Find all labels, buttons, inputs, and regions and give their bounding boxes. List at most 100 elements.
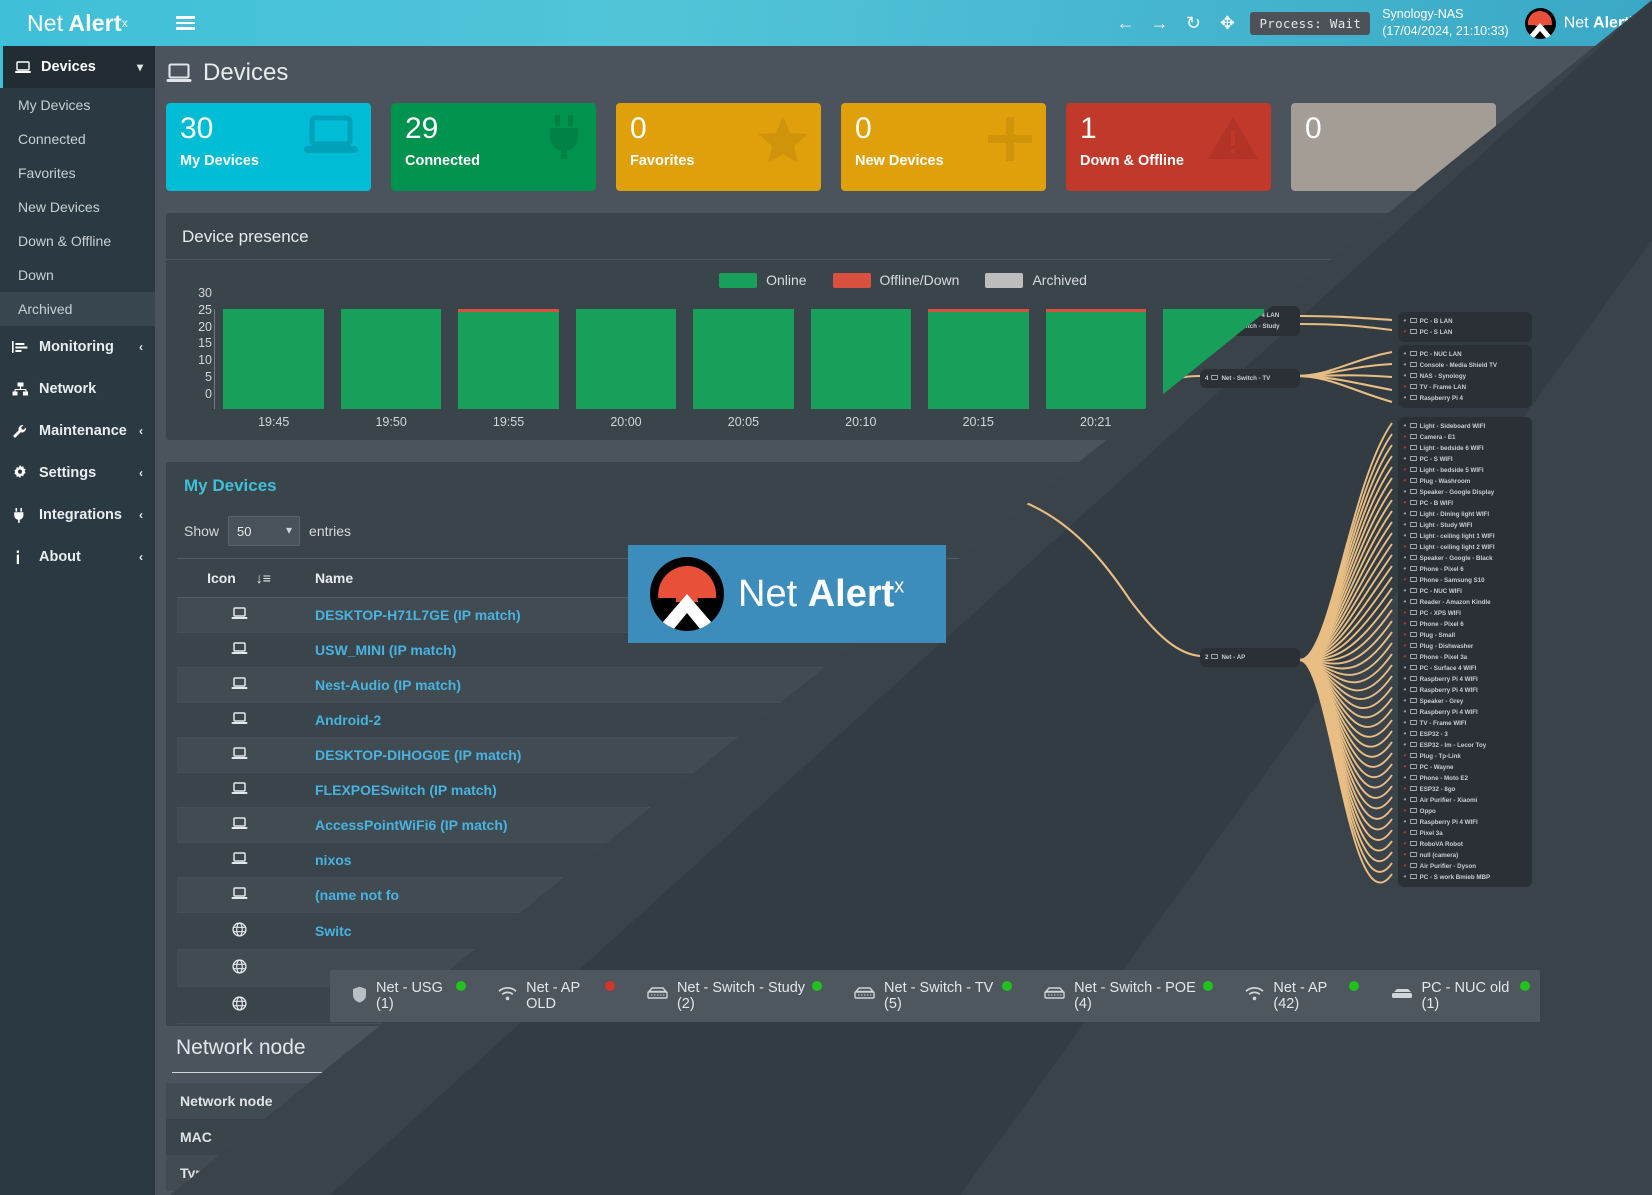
sidebar-item-favorites[interactable]: Favorites (18, 165, 76, 181)
device-name-link[interactable]: Android-2 (315, 712, 382, 728)
device-name-link[interactable]: (name not fo (315, 887, 399, 903)
app-logo-right[interactable]: Net Alertx (1524, 7, 1648, 39)
chart-bar[interactable] (1273, 309, 1390, 409)
sidebar-item-my-devices[interactable]: My Devices (18, 97, 91, 113)
chart-bar[interactable] (685, 309, 802, 409)
switch-icon (854, 987, 875, 1005)
chart-bar[interactable] (1155, 309, 1272, 409)
chart-bar[interactable] (803, 309, 920, 409)
chart-bar[interactable] (215, 309, 332, 409)
page-size-select[interactable]: 50 (228, 516, 301, 546)
show-label: Show (184, 523, 220, 539)
node-tab[interactable]: Net - Switch - POE (4) (1022, 970, 1223, 1022)
sidebar-item-down[interactable]: Down (18, 267, 54, 283)
stat-card-down-offline[interactable]: 1 Down & Offline (1066, 103, 1271, 191)
device-name-link[interactable]: AccessPointWiFi6 (IP match) (315, 817, 508, 833)
device-name-link[interactable]: nixos (315, 852, 352, 868)
device-name-link[interactable]: Nest-Audio (IP match) (315, 677, 461, 693)
sidebar-item-devices[interactable]: Devices ▾ (0, 46, 155, 88)
node-tab[interactable]: Net - AP (42) (1223, 970, 1368, 1022)
process-status-badge: Process: Wait (1250, 11, 1371, 35)
brand-sup: x (121, 16, 128, 30)
node-tab-label: Net - AP (42) (1273, 980, 1328, 1012)
device-name-cell: FLEXPOESwitch (IP match) (301, 772, 1647, 808)
chart-legend: Online Offline/Down Archived (182, 268, 1624, 294)
stat-card-new-devices[interactable]: 0 New Devices (841, 103, 1046, 191)
chart-bar[interactable] (568, 309, 685, 409)
sidebar-item-monitoring[interactable]: Monitoring ‹ (0, 326, 155, 368)
sidebar-network-label: Network (39, 381, 97, 397)
column-header-name[interactable]: Name (301, 558, 1647, 598)
refresh-icon[interactable]: ↻ (1185, 12, 1201, 33)
sidebar-item-network[interactable]: Network (0, 368, 155, 410)
stat-card-my-devices[interactable]: 30 My Devices (166, 103, 371, 191)
device-name-link[interactable]: USW_MINI (IP match) (315, 642, 457, 658)
move-icon[interactable]: ✥ (1219, 12, 1235, 33)
node-tab[interactable]: PC - NUC old (1) (1369, 970, 1540, 1022)
menu-toggle-icon[interactable] (171, 13, 199, 32)
laptop-icon (177, 632, 301, 668)
network-node-tabs: Net - USG (1) Net - AP OLD Net - Switch - … (330, 970, 1540, 1022)
sidebar-item-connected[interactable]: Connected (18, 131, 86, 147)
status-badge (1002, 981, 1013, 991)
device-name-link[interactable]: FLEXPOESwitch (IP match) (315, 782, 497, 798)
chevron-down-icon: ▾ (136, 60, 143, 74)
legend-swatch-archived (985, 272, 1024, 288)
sidebar-item-about[interactable]: About ‹ (0, 536, 155, 578)
tab-my-devices[interactable]: My Devices (184, 476, 277, 495)
sidebar-item-new-devices[interactable]: New Devices (18, 199, 100, 215)
y-tick: 20 (198, 319, 212, 334)
chart-bar[interactable] (333, 309, 450, 409)
chart-bar[interactable] (920, 309, 1037, 409)
sidebar-item-down-offline[interactable]: Down & Offline (18, 233, 112, 249)
table-row[interactable]: Nest-Audio (IP match) (177, 667, 1647, 703)
table-row[interactable]: Switc (177, 912, 1647, 950)
stat-card-archived[interactable]: 0 (1291, 103, 1496, 191)
table-row[interactable]: AccessPointWiFi6 (IP match) (177, 807, 1647, 843)
sort-icon[interactable]: ↓≡ (255, 570, 271, 586)
forward-arrow-icon[interactable]: → (1150, 12, 1169, 33)
sidebar-item-maintenance[interactable]: Maintenance ‹ (0, 410, 155, 452)
chart-bar[interactable] (450, 309, 567, 409)
bar-segment-online (1398, 312, 1499, 409)
legend-item-archived[interactable]: Archived (985, 272, 1087, 288)
table-row[interactable]: (name not fo (177, 877, 1647, 913)
stat-card-connected[interactable]: 29 Connected (391, 103, 596, 191)
sidebar-item-archived[interactable]: Archived (0, 292, 155, 326)
chart-bar[interactable] (1390, 309, 1507, 409)
app-logo-left[interactable]: Net Alert x (0, 0, 155, 46)
status-badge (604, 981, 615, 991)
top-header: Net Alert x ← → ↻ ✥ Process: Wait Synology… (0, 0, 1652, 46)
chart-bar[interactable] (1038, 309, 1155, 409)
device-name-link[interactable]: Switc (315, 923, 352, 939)
network-node-table: Network node Net - Huawei MAC Internet Type R… (166, 1083, 1636, 1191)
device-name-link[interactable]: DESKTOP-DIHOG0E (IP match) (315, 747, 522, 763)
x-tick: 20:10 (845, 415, 877, 429)
node-tab[interactable]: Net - Switch - TV (5) (832, 970, 1022, 1022)
sidebar-item-settings[interactable]: Settings ‹ (0, 452, 155, 494)
wrench-icon (12, 424, 29, 439)
column-header-icon[interactable]: Icon ↓≡ (177, 558, 301, 598)
legend-item-online[interactable]: Online (719, 272, 807, 288)
table-row[interactable]: FLEXPOESwitch (IP match) (177, 772, 1647, 808)
chevron-left-icon: ‹ (139, 424, 143, 438)
chart-bar[interactable] (1508, 309, 1625, 409)
x-tick: 19:55 (492, 415, 525, 429)
sidebar-devices-label: Devices (41, 59, 96, 75)
detail-value-link[interactable]: Net - Huawei (525, 1093, 606, 1109)
x-tick: 20:05 (727, 415, 760, 429)
node-tab[interactable]: Net - Switch - Study (2) (625, 970, 832, 1022)
legend-item-offline[interactable]: Offline/Down (832, 272, 959, 288)
table-row[interactable]: DESKTOP-DIHOG0E (IP match) (177, 737, 1647, 773)
table-row[interactable]: Android-2 (177, 702, 1647, 738)
table-row[interactable]: nixos (177, 842, 1647, 878)
laptop-icon (177, 737, 301, 773)
brand-right-sup: x (1629, 13, 1635, 24)
node-tab[interactable]: Net - AP OLD (476, 970, 625, 1022)
stat-card-favorites[interactable]: 0 Favorites (616, 103, 821, 191)
node-tab[interactable]: Net - USG (1) (330, 970, 476, 1022)
sidebar-item-integrations[interactable]: Integrations ‹ (0, 494, 155, 536)
back-arrow-icon[interactable]: ← (1116, 12, 1135, 33)
node-tab-label: PC - NUC old (1) (1421, 980, 1510, 1012)
device-name-link[interactable]: DESKTOP-H71L7GE (IP match) (315, 607, 521, 623)
